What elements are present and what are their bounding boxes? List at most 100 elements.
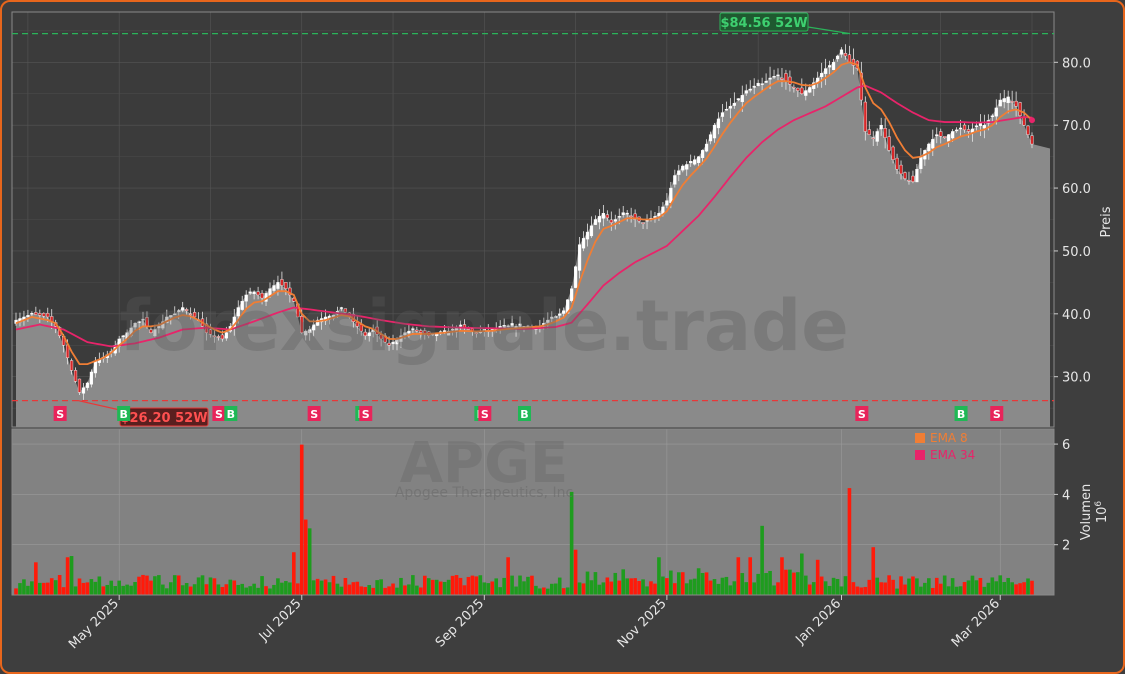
volume-bar (1026, 578, 1030, 595)
volume-bar (141, 574, 145, 595)
volume-bar (899, 576, 903, 595)
x-tick-label: Jul 2025 (256, 596, 305, 645)
volume-bar (422, 575, 427, 595)
candle-body (843, 53, 848, 57)
volume-tick-label: 6 (1062, 438, 1070, 453)
volume-bar (831, 577, 836, 595)
volume-layer (14, 444, 1034, 595)
volume-bar (49, 578, 54, 595)
candle-body (391, 341, 395, 344)
volume-bar (256, 587, 260, 595)
volume-bar (585, 571, 590, 595)
volume-bar (815, 559, 820, 595)
candle-body (141, 318, 145, 321)
candle-body (863, 101, 867, 132)
buy-signal-marker (224, 406, 238, 421)
signal-label: B (119, 408, 127, 421)
volume-bar (990, 577, 995, 595)
candle-body (998, 99, 1002, 107)
volume-bar (720, 577, 725, 595)
volume-bar (863, 586, 868, 595)
candle-body (546, 319, 550, 323)
candle-body (704, 143, 709, 152)
volume-bar (184, 583, 189, 595)
volume-bar (506, 557, 510, 595)
volume-bar (161, 584, 165, 595)
signal-label: S (993, 408, 1001, 421)
price-tick-label: 50.0 (1062, 245, 1091, 260)
volume-bar (923, 582, 927, 595)
candle-body (236, 307, 240, 317)
volume-bar (168, 582, 173, 595)
volume-bar (438, 581, 443, 595)
volume-bar (355, 581, 360, 595)
volume-bar (351, 582, 356, 595)
volume-bar (371, 587, 375, 595)
volume-bar (1018, 583, 1022, 595)
candle-body (1014, 100, 1018, 107)
candle-body (387, 342, 391, 346)
x-tick-label: Jan 2026 (793, 596, 845, 648)
candle-body (1018, 102, 1022, 116)
volume-bar (700, 572, 705, 595)
volume-bar (1010, 582, 1014, 595)
volume-bar (756, 573, 760, 595)
volume-bar (827, 585, 832, 595)
candle-body (835, 55, 840, 60)
volume-bar (724, 576, 729, 595)
candle-body (189, 313, 193, 315)
volume-bar (228, 579, 233, 595)
volume-bar (637, 581, 641, 595)
volume-bar (851, 582, 856, 595)
volume-bar (129, 585, 133, 595)
volume-bar (553, 583, 558, 595)
volume-bar (736, 557, 741, 595)
volume-bar (30, 581, 34, 595)
volume-bar (204, 584, 209, 595)
price-layer (14, 44, 1050, 427)
candle-body (712, 124, 717, 139)
candle-body (601, 213, 605, 219)
volume-bar (950, 578, 955, 595)
volume-bar (839, 586, 844, 595)
candle-body (554, 316, 558, 318)
candle-body (681, 165, 685, 171)
low-52w-arrow (77, 400, 121, 411)
volume-bar (319, 580, 324, 595)
volume-bar (609, 581, 614, 595)
volume-bar (538, 588, 542, 595)
volume-axis-exponent: 106 (1094, 501, 1110, 524)
candle-body (1022, 116, 1026, 126)
annotations: $84.56 52W $26.20 52W (12, 12, 1054, 427)
volume-bar (292, 552, 296, 595)
volume-bar (359, 586, 364, 595)
volume-bar (260, 576, 264, 595)
volume-bar (411, 575, 415, 595)
candle-body (708, 134, 713, 142)
candle-body (1006, 96, 1010, 104)
candle-body (788, 76, 792, 85)
volume-bar (276, 578, 280, 595)
candle-body (577, 244, 582, 271)
candle-body (240, 301, 244, 310)
candle-body (1002, 98, 1006, 103)
volume-bar (474, 576, 479, 595)
candle-body (919, 156, 923, 170)
candle-body (435, 334, 439, 336)
volume-bar (740, 573, 745, 595)
candle-body (891, 146, 895, 160)
candle-body (943, 136, 947, 138)
volume-bar (768, 570, 772, 595)
volume-bar (196, 577, 201, 595)
candle-body (73, 370, 78, 382)
volume-bar (716, 583, 721, 595)
signal-label: S (310, 408, 318, 421)
volume-bar (986, 582, 991, 595)
candle-body (284, 282, 288, 289)
volume-bar (657, 557, 661, 595)
volume-bar (522, 581, 526, 595)
candle-body (573, 266, 578, 288)
candle-body (339, 307, 344, 309)
volume-bar (268, 588, 272, 595)
candle-body (300, 316, 304, 333)
